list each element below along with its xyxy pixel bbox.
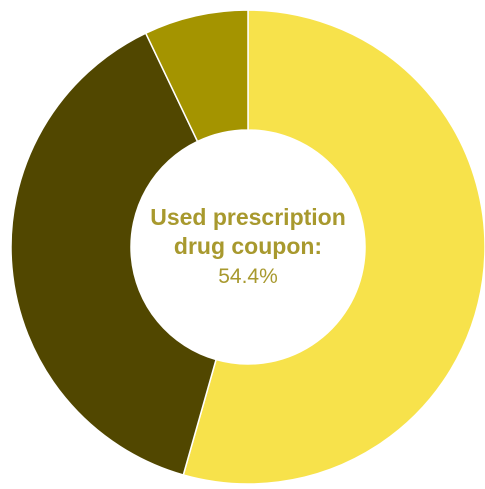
center-label-title: Used prescription drug coupon: [150, 204, 346, 259]
center-label-value: 54.4% [218, 265, 278, 288]
donut-slice-3 [144, 9, 249, 143]
donut-slice-2 [10, 32, 217, 476]
center-label: Used prescription drug coupon: 54.4% [128, 203, 368, 291]
donut-slice-1 [182, 9, 485, 485]
